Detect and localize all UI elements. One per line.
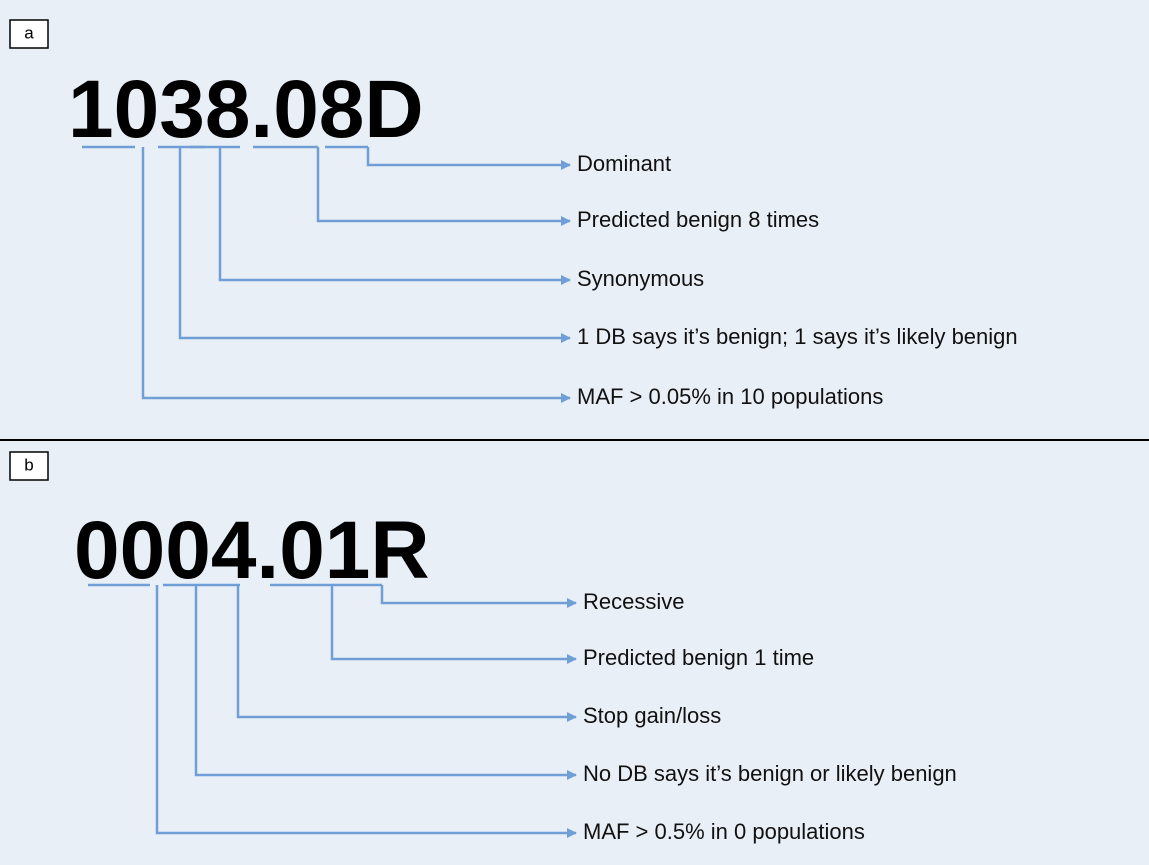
connector-arrow bbox=[141, 147, 571, 403]
panel-label-box bbox=[9, 451, 49, 481]
annotation: Predicted benign 1 time bbox=[583, 645, 814, 670]
connector-arrow bbox=[316, 147, 571, 226]
code: 0004.01R bbox=[74, 505, 430, 596]
connector-arrow bbox=[218, 147, 571, 285]
panel-label: a bbox=[24, 23, 34, 42]
annotation: MAF > 0.5% in 0 populations bbox=[583, 819, 865, 844]
connector-arrow bbox=[194, 585, 577, 780]
connector-arrow bbox=[380, 585, 577, 608]
code: 1038.08D bbox=[68, 64, 424, 155]
connector-arrow bbox=[366, 147, 571, 170]
annotation: Dominant bbox=[577, 151, 671, 176]
annotation: Predicted benign 8 times bbox=[577, 207, 819, 232]
panel-label-box bbox=[9, 19, 49, 49]
connector-arrow bbox=[236, 585, 577, 722]
panel-label: b bbox=[24, 455, 33, 474]
annotation: Stop gain/loss bbox=[583, 703, 721, 728]
connector-arrow bbox=[330, 585, 577, 664]
connector-arrow bbox=[155, 585, 577, 838]
annotation: 1 DB says it’s benign; 1 says it’s likel… bbox=[577, 324, 1018, 349]
annotation: Recessive bbox=[583, 589, 684, 614]
annotation: Synonymous bbox=[577, 266, 704, 291]
annotation: MAF > 0.05% in 10 populations bbox=[577, 384, 883, 409]
annotation: No DB says it’s benign or likely benign bbox=[583, 761, 957, 786]
connector-arrow bbox=[178, 147, 571, 343]
